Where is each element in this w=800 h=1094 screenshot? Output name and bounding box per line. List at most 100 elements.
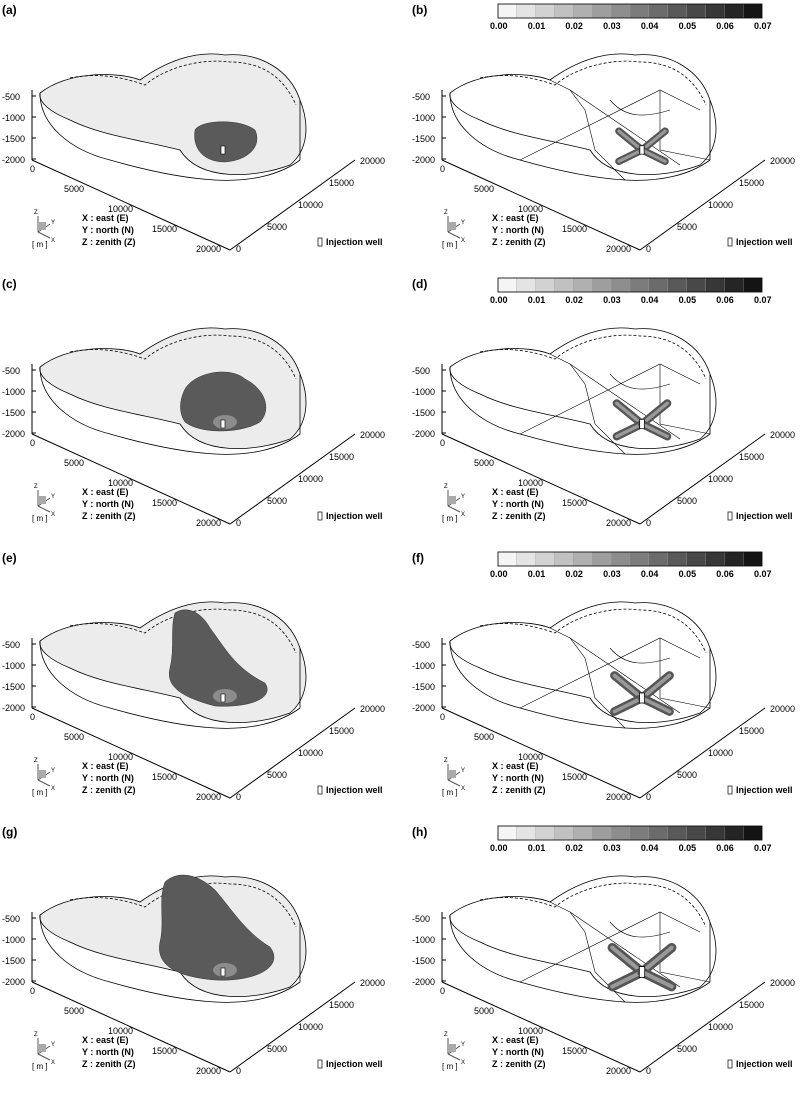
y-tick-label: 15000 bbox=[329, 726, 354, 736]
triad-letter: X bbox=[461, 1060, 465, 1066]
colorbar-tick-label: 0.05 bbox=[679, 295, 697, 305]
colorbar-tick-label: 0.01 bbox=[528, 295, 546, 305]
y-tick-label: 10000 bbox=[708, 474, 733, 484]
section-line bbox=[549, 79, 626, 181]
plume-arm-core bbox=[640, 696, 672, 714]
x-tick-label: 10000 bbox=[518, 478, 543, 488]
reservoir-bottom-rim bbox=[449, 92, 711, 181]
reservoir-hidden-edge bbox=[69, 882, 297, 928]
y-tick-label: 0 bbox=[236, 1066, 241, 1076]
x-tick-label: 5000 bbox=[474, 732, 494, 742]
x-tick-label: 20000 bbox=[196, 1066, 221, 1076]
colorbar-swatch bbox=[516, 3, 536, 19]
colorbar-tick-label: 0.06 bbox=[716, 843, 734, 853]
reservoir-shell bbox=[449, 875, 717, 1003]
triad-x-icon bbox=[37, 231, 51, 239]
colorbar-swatch bbox=[724, 551, 744, 567]
z-tick-label: -2000 bbox=[412, 429, 435, 439]
z-tick-label: -500 bbox=[412, 640, 430, 650]
z-tick-label: -500 bbox=[412, 366, 430, 376]
x-tick-label: 15000 bbox=[152, 772, 177, 782]
injection-well-label: Injection well bbox=[736, 785, 793, 795]
colorbar-swatch bbox=[516, 825, 536, 841]
colorbar-tick-label: 0.02 bbox=[565, 295, 583, 305]
x-axis-line bbox=[441, 981, 641, 1073]
y-tick-label: 15000 bbox=[739, 452, 764, 462]
colorbar-tick-label: 0.02 bbox=[565, 843, 583, 853]
colorbar-swatch bbox=[667, 277, 687, 293]
y-tick-label: 10000 bbox=[298, 200, 323, 210]
y-tick-label: 15000 bbox=[329, 452, 354, 462]
y-tick-label: 20000 bbox=[770, 430, 795, 440]
injection-well-marker bbox=[639, 692, 645, 704]
x-tick-label: 5000 bbox=[474, 184, 494, 194]
y-tick-label: 5000 bbox=[267, 496, 287, 506]
triad-box-icon bbox=[38, 496, 46, 504]
z-tick-label: -1000 bbox=[2, 387, 25, 397]
reservoir-bottom-rim bbox=[39, 92, 301, 181]
section-line bbox=[609, 99, 671, 116]
injection-well-label: Injection well bbox=[736, 1059, 793, 1069]
colorbar-swatch bbox=[724, 3, 744, 19]
reservoir-shell bbox=[449, 327, 717, 455]
section-line bbox=[549, 353, 626, 455]
plume-arm-core bbox=[640, 129, 667, 152]
z-tick-label: -500 bbox=[412, 92, 430, 102]
z-tick-label: -1000 bbox=[412, 661, 435, 671]
x-tick-label: 10000 bbox=[108, 478, 133, 488]
colorbar-tick-label: 0.05 bbox=[679, 843, 697, 853]
x-tick-label: 20000 bbox=[606, 244, 631, 254]
reservoir-hidden-edge bbox=[69, 608, 297, 654]
x-tick-label: 10000 bbox=[108, 1026, 133, 1036]
section-line bbox=[549, 901, 626, 1003]
colorbar-swatch bbox=[648, 551, 668, 567]
triad-letter: Y bbox=[51, 1042, 55, 1048]
colorbar-tick-label: 0.05 bbox=[679, 21, 697, 31]
z-tick-label: -2000 bbox=[2, 429, 25, 439]
x-tick-label: 15000 bbox=[152, 224, 177, 234]
y-axis-line bbox=[639, 433, 766, 525]
x-tick-label: 10000 bbox=[518, 1026, 543, 1036]
colorbar-tick-label: 0.07 bbox=[754, 21, 772, 31]
section-line bbox=[659, 912, 711, 983]
colorbar-tick-label: 0.04 bbox=[641, 843, 659, 853]
colorbar-swatch bbox=[573, 3, 593, 19]
z-tick-label: -1000 bbox=[412, 935, 435, 945]
colorbar-swatch bbox=[705, 825, 725, 841]
colorbar-swatch bbox=[535, 825, 555, 841]
y-tick-label: 5000 bbox=[677, 222, 697, 232]
z-axis-description: Z : zenith (Z) bbox=[492, 1059, 546, 1069]
colorbar-swatch bbox=[535, 551, 555, 567]
colorbar-swatch bbox=[592, 825, 612, 841]
colorbar-tick-label: 0.06 bbox=[716, 569, 734, 579]
x-tick-label: 5000 bbox=[64, 458, 84, 468]
x-axis-line bbox=[441, 159, 641, 251]
plume-arm-core bbox=[612, 696, 644, 714]
triad-letter: Y bbox=[461, 768, 465, 774]
colorbar-frame bbox=[497, 551, 763, 567]
triad-letter: Y bbox=[461, 494, 465, 500]
z-tick-label: -1000 bbox=[412, 387, 435, 397]
plume-arm-core bbox=[614, 422, 644, 439]
x-axis-line bbox=[31, 707, 231, 799]
z-axis-description: Z : zenith (Z) bbox=[492, 237, 546, 247]
x-tick-label: 10000 bbox=[108, 752, 133, 762]
z-tick-label: -2000 bbox=[2, 977, 25, 987]
panel-label: (h) bbox=[412, 825, 427, 839]
reservoir-bottom-rim bbox=[449, 366, 711, 455]
x-tick-label: 10000 bbox=[108, 204, 133, 214]
reservoir-top-rim bbox=[449, 875, 717, 998]
colorbar-swatch bbox=[629, 825, 650, 841]
colorbar-swatch bbox=[667, 551, 687, 567]
colorbar-swatch bbox=[516, 277, 536, 293]
triad-letter: Z bbox=[444, 210, 448, 216]
colorbar-frame bbox=[497, 3, 763, 19]
unit-label: [ m ] bbox=[32, 788, 48, 797]
panel-g: (g) -500 -1000 -1500 -2000 0 5000 10000 15000 200… bbox=[2, 825, 385, 1076]
colorbar-tick-label: 0.04 bbox=[641, 569, 659, 579]
plume-arm-core bbox=[617, 129, 644, 152]
section-line bbox=[569, 911, 681, 988]
panel-label: (d) bbox=[412, 277, 427, 291]
panel-label: (g) bbox=[2, 825, 17, 839]
x-axis-line bbox=[441, 707, 641, 799]
